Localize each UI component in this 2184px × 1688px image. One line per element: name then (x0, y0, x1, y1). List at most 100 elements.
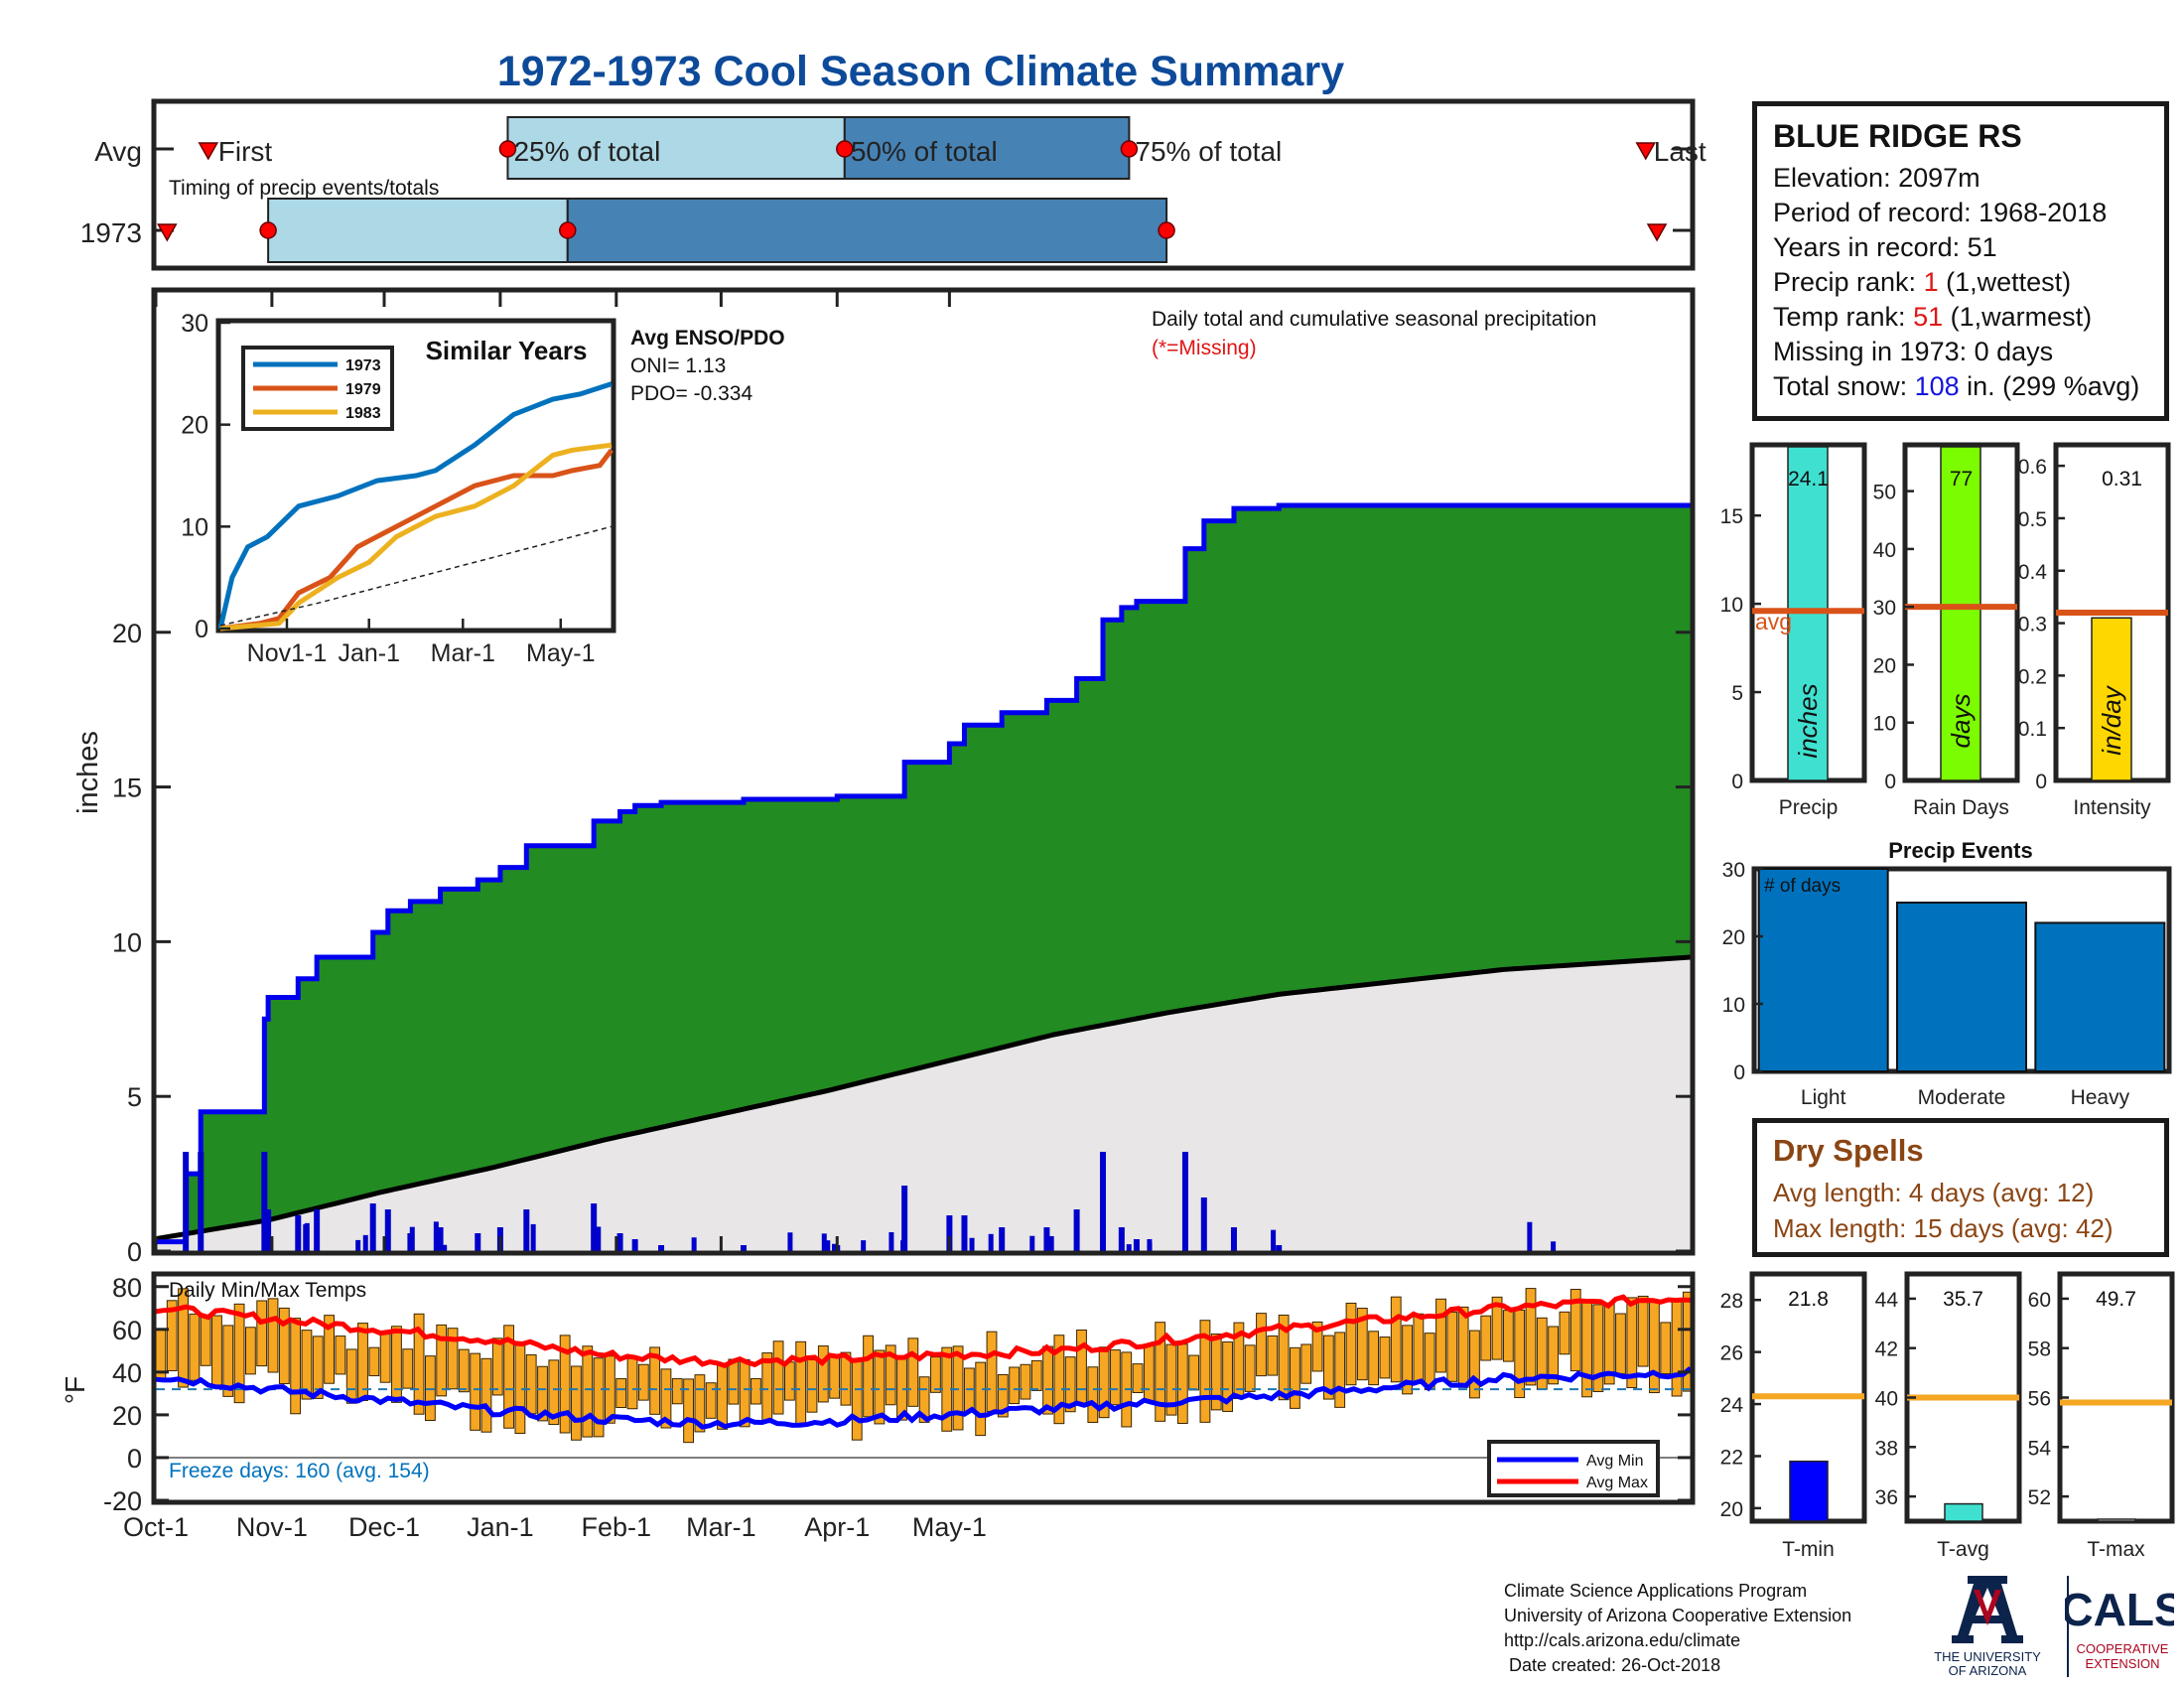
daily-temp-bar (1053, 1335, 1065, 1425)
daily-temp-bar (1256, 1313, 1267, 1377)
daily-bar (946, 1215, 953, 1251)
avg-first-label: First (218, 136, 273, 167)
daily-bar (1276, 1245, 1283, 1251)
daily-temp-bar (1244, 1344, 1256, 1392)
main-ylabel: inches (72, 731, 104, 814)
temp-bar-label: T-avg (1937, 1538, 1989, 1561)
daily-bar (616, 1233, 623, 1251)
daily-bar (304, 1222, 310, 1251)
daily-temp-bar (1592, 1304, 1604, 1392)
precip-bar-unit: in/day (2097, 684, 2126, 755)
ua-text2: OF ARIZONA (1949, 1663, 2027, 1678)
daily-bar (523, 1209, 530, 1251)
daily-temp-bar (1491, 1296, 1503, 1360)
avg-max-line (155, 1294, 1692, 1368)
dry-spells-max: Max length: 15 days (avg: 42) (1773, 1213, 2114, 1243)
main-legend-text: Daily total and cumulative seasonal prec… (1152, 308, 1596, 331)
daily-bar (1126, 1244, 1132, 1251)
daily-bar (1271, 1229, 1277, 1251)
precip-ytick-label: 0 (1884, 771, 1896, 793)
daily-temp-bar (413, 1313, 425, 1415)
temp-ytick-label: 40 (112, 1358, 142, 1388)
daily-temp-bar (278, 1307, 290, 1385)
inset-legend-label: 1983 (345, 405, 381, 422)
daily-temp-bar (368, 1346, 380, 1377)
ua-text1: THE UNIVERSITY (1934, 1649, 2041, 1664)
daily-temp-bar (1581, 1301, 1592, 1398)
daily-temp-bar (503, 1325, 514, 1429)
inset-line-1979 (219, 448, 614, 632)
temp-frame (151, 1271, 1696, 1505)
daily-temp-bar (637, 1363, 649, 1401)
temp-bar-value: 21.8 (1788, 1288, 1829, 1311)
timing-bars: First 25% of total 50% of total 75% of tota… (157, 116, 1706, 263)
avg-marker-p75 (1120, 140, 1139, 158)
temp-layer (155, 1288, 1694, 1459)
station-temp-rank: Temp rank: 51 (1,warmest) (1773, 302, 2093, 332)
daily-bar (591, 1203, 598, 1251)
main-missing-note: (*=Missing) (1152, 337, 1257, 359)
y1973-marker-p25 (259, 221, 277, 239)
daily-temp-bar (200, 1314, 211, 1366)
temp-legend-box (1487, 1440, 1660, 1497)
precip-ytick-label: 20 (1873, 654, 1896, 677)
cals-sub1: COOPERATIVE (2077, 1641, 2169, 1656)
daily-temp-bar (525, 1354, 537, 1415)
temp-ytick-label: 40 (1875, 1388, 1898, 1411)
avg-marker-p50 (836, 140, 854, 158)
daily-temp-bar (1199, 1320, 1211, 1423)
main-precip-chart: 0 5 10 15 20 Oct-1 Nov-1 Dec-1 Jan-1 Feb-1 Mar-1 Ap… (72, 287, 1696, 1542)
daily-temp-bar (301, 1330, 313, 1400)
daily-bar (832, 1243, 838, 1251)
daily-temp-bar (1176, 1343, 1188, 1425)
events-bar-heavy (2034, 921, 2166, 1073)
precip-ytick-label: 50 (1873, 482, 1896, 504)
daily-temp-bar (1030, 1359, 1042, 1391)
events-title: Precip Events (1888, 838, 2033, 863)
daily-temp-bar (1155, 1322, 1166, 1422)
inset-legend-label: 1973 (345, 357, 381, 374)
credits-line3[interactable]: http://cals.arizona.edu/climate (1504, 1630, 1741, 1650)
precip-ytick-label: 0.2 (2018, 665, 2047, 688)
season-line (156, 502, 1691, 1245)
station-snow: Total snow: 108 in. (299 %avg) (1773, 371, 2140, 401)
daily-temp-bar (1009, 1366, 1021, 1405)
daily-temp-bar (1334, 1332, 1346, 1408)
daily-bar (265, 1209, 272, 1251)
avg-last-marker (1635, 142, 1657, 161)
main-ytick-label: 5 (127, 1082, 142, 1112)
daily-temp-bar (1356, 1308, 1368, 1381)
y1973-q2-block (267, 198, 569, 263)
timing-row-1973: 1973 (80, 217, 142, 248)
daily-temp-bar (739, 1358, 751, 1428)
daily-temp-bar (840, 1351, 852, 1406)
temp-legend-label: Avg Min (1586, 1453, 1644, 1470)
daily-temp-bar (626, 1357, 638, 1410)
daily-temp-bar (1267, 1335, 1279, 1376)
credits-line2: University of Arizona Cooperative Extens… (1504, 1606, 1852, 1625)
daily-temp-bar (424, 1355, 436, 1422)
daily-temp-bar (1110, 1349, 1121, 1406)
daily-temp-bar (1064, 1356, 1076, 1413)
inset-lines: 0 10 20 30 Nov1-1 Jan-1 Mar-1 May-1 (181, 310, 614, 667)
daily-temp-bar (874, 1349, 886, 1425)
inset-xtick-label: May-1 (526, 639, 595, 667)
inset-legend: 1973 1979 1983 (253, 357, 381, 422)
daily-temp-bar (705, 1382, 717, 1419)
main-ytick-label: 10 (112, 927, 142, 957)
daily-bar (1099, 1152, 1106, 1251)
precip-ytick-label: 30 (1873, 597, 1896, 620)
daily-temp-bar (571, 1365, 582, 1441)
station-period: Period of record: 1968-2018 (1773, 198, 2108, 227)
daily-temp-bar (1480, 1315, 1492, 1361)
avg-q2-block (506, 116, 846, 180)
daily-temp-bar (683, 1378, 694, 1444)
daily-temp-bar (1548, 1326, 1560, 1385)
daily-temp-bar (1446, 1311, 1458, 1382)
cals-sub2: EXTENSION (2085, 1656, 2159, 1671)
inset-ytick-label: 30 (181, 310, 208, 338)
avg-p25-label: 25% of total (513, 136, 660, 167)
similar-years-inset: 0 10 20 30 Nov1-1 Jan-1 Mar-1 May-1 Similar Yea… (181, 310, 616, 667)
daily-temp-bar (178, 1288, 189, 1388)
daily-bar (861, 1240, 867, 1251)
